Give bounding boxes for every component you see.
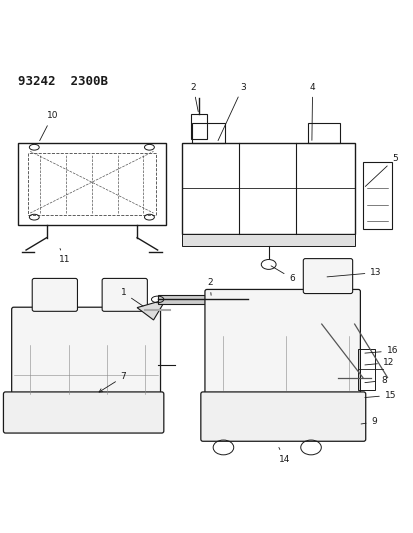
Text: 2: 2 [206, 278, 212, 295]
FancyBboxPatch shape [102, 278, 147, 311]
FancyBboxPatch shape [303, 259, 352, 294]
Text: 1: 1 [120, 288, 142, 306]
Text: 10: 10 [40, 111, 58, 141]
Text: 7: 7 [99, 372, 126, 392]
Bar [358, 349, 374, 390]
Text: 4: 4 [309, 83, 315, 140]
Text: 8: 8 [364, 376, 386, 385]
Text: 13: 13 [326, 268, 381, 277]
Bar [157, 295, 247, 303]
Bar [362, 161, 391, 230]
FancyBboxPatch shape [12, 307, 160, 400]
Text: 14: 14 [278, 447, 290, 464]
FancyBboxPatch shape [200, 392, 365, 441]
FancyBboxPatch shape [204, 289, 359, 400]
Text: 12: 12 [364, 358, 393, 367]
FancyBboxPatch shape [32, 278, 77, 311]
Text: 2: 2 [190, 83, 198, 111]
Bar [18, 143, 166, 225]
Text: 16: 16 [364, 346, 397, 356]
Text: 11: 11 [59, 248, 70, 264]
Bar [191, 123, 224, 143]
Text: 5: 5 [364, 154, 397, 187]
Text: 9: 9 [360, 417, 376, 426]
Bar [28, 154, 155, 215]
Text: 3: 3 [218, 83, 245, 141]
Bar [190, 115, 206, 139]
FancyBboxPatch shape [3, 392, 164, 433]
Text: 6: 6 [271, 266, 294, 283]
Bar [307, 123, 339, 143]
Bar [182, 143, 354, 233]
Polygon shape [137, 300, 166, 320]
Bar [182, 233, 354, 246]
Text: 93242  2300B: 93242 2300B [18, 75, 107, 88]
Text: 15: 15 [364, 391, 395, 400]
